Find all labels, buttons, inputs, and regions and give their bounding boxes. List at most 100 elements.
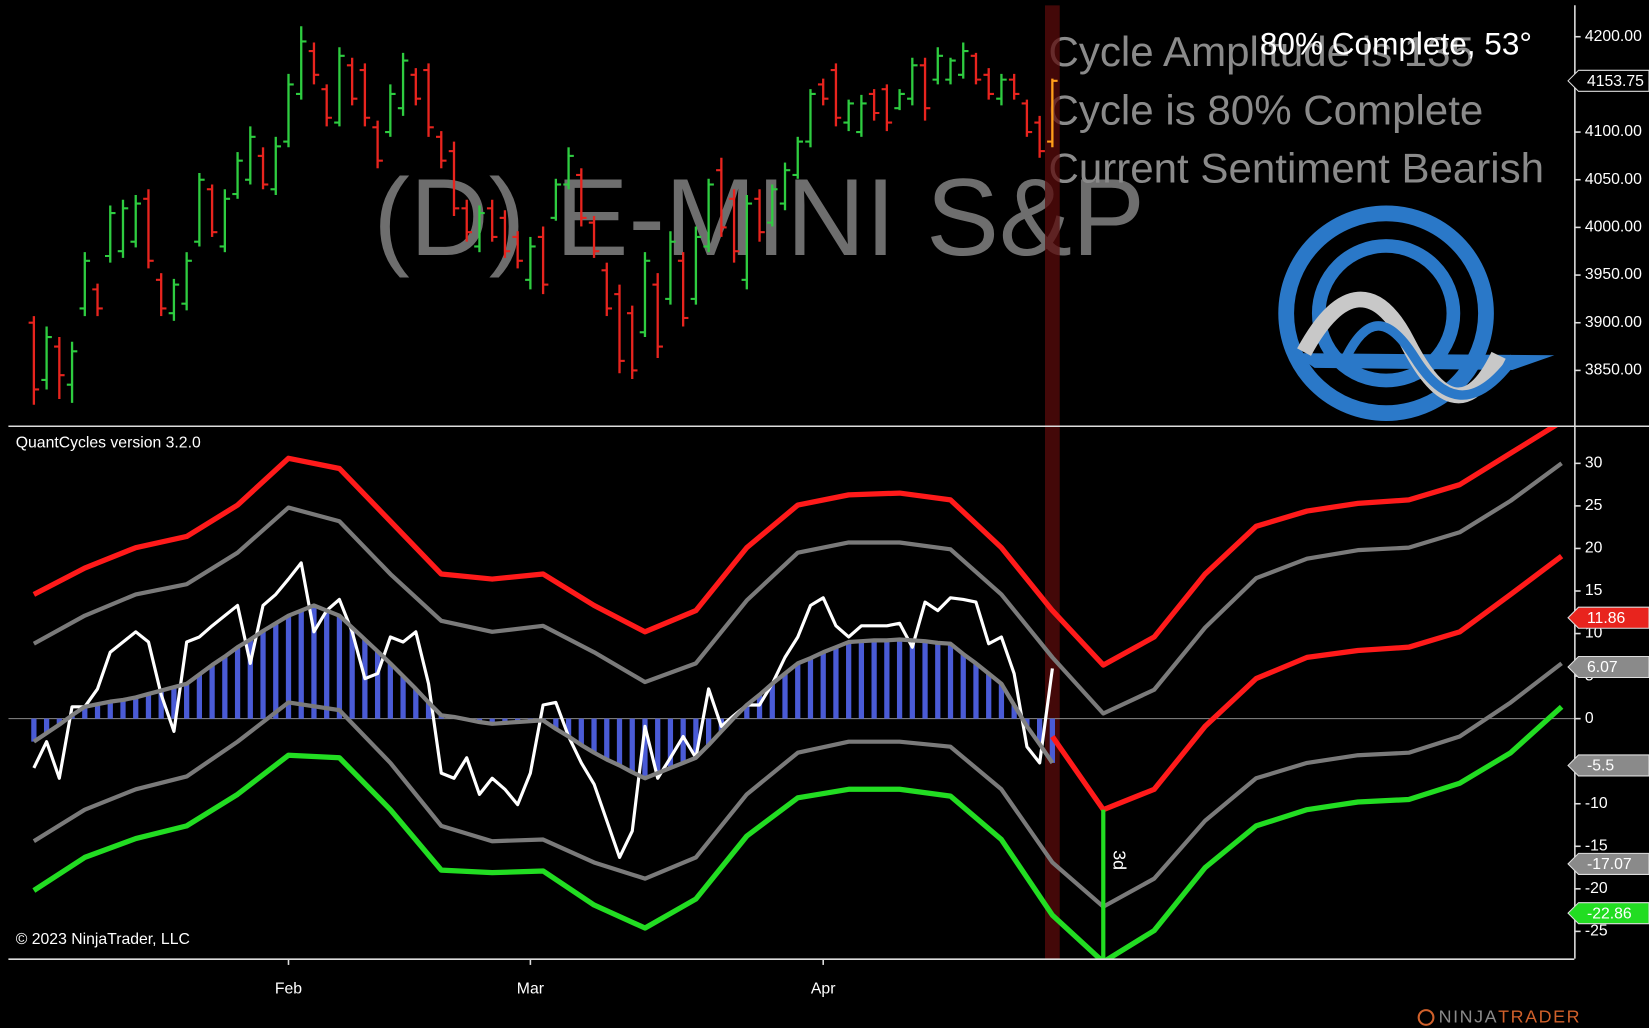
histogram-bar — [807, 658, 814, 719]
indicator-panel — [8, 426, 1575, 959]
histogram-bar — [578, 718, 584, 746]
smoothed-line — [32, 603, 1055, 781]
histogram-bar — [133, 697, 139, 719]
histogram-bar — [553, 718, 559, 729]
logo-ring — [1278, 205, 1494, 421]
value-marker-label: -5.5 — [1587, 758, 1614, 775]
histogram-bar — [616, 718, 623, 766]
price-panel — [28, 5, 1060, 426]
y-tick-label: 10 — [1585, 625, 1603, 642]
histogram-bar — [324, 610, 330, 719]
histogram-bar — [158, 690, 164, 719]
brand: NINJATRADER — [1439, 1006, 1581, 1026]
histogram-bar — [285, 615, 292, 719]
histogram-bar — [756, 694, 763, 719]
histogram-bar — [311, 605, 317, 719]
y-tick-label: 3900.00 — [1585, 314, 1642, 331]
histogram-bar — [896, 639, 903, 719]
y-tick-label: 4200.00 — [1585, 28, 1642, 45]
histogram-bar — [655, 718, 661, 774]
histogram-bar — [273, 623, 279, 719]
value-marker-label: -17.07 — [1587, 856, 1632, 873]
histogram-bar — [387, 663, 393, 719]
histogram-bar — [909, 640, 915, 719]
histogram-bar — [400, 676, 406, 719]
copyright: © 2023 NinjaTrader, LLC — [16, 931, 190, 948]
value-marker-label: 4153.75 — [1587, 73, 1644, 90]
value-marker — [1567, 852, 1649, 875]
histogram-bar — [31, 718, 37, 742]
histogram-bar — [374, 651, 381, 719]
annotation: Cycle Amplitude is 135 — [1049, 28, 1474, 75]
value-marker-label: -22.86 — [1587, 905, 1632, 922]
value-marker-label: 6.07 — [1587, 659, 1618, 676]
cycle-low-label: 3d — [1109, 850, 1129, 870]
histogram-bar — [591, 718, 597, 753]
histogram-bar — [960, 653, 966, 719]
y-tick-label: 3850.00 — [1585, 362, 1642, 379]
value-marker — [1567, 655, 1649, 679]
histogram-bar — [298, 610, 304, 719]
oscillator-line — [32, 561, 1054, 859]
band-line — [32, 461, 1563, 716]
histogram-bar — [705, 718, 712, 746]
histogram-bar — [260, 630, 266, 719]
histogram-bar — [820, 652, 826, 719]
y-tick-label: 20 — [1585, 540, 1603, 557]
histogram-bar — [120, 699, 126, 719]
histogram-bar — [642, 718, 648, 779]
histogram-bar — [56, 718, 62, 725]
histogram-bar — [629, 718, 635, 773]
histogram-bar — [234, 647, 241, 719]
x-tick-label: Mar — [517, 980, 544, 997]
current-bar-band — [1044, 426, 1060, 959]
histogram-bar — [43, 718, 50, 734]
value-marker — [1567, 902, 1649, 925]
brand-part: NINJA — [1439, 1006, 1498, 1026]
band-line — [32, 661, 1563, 909]
histogram-bar — [1036, 718, 1043, 745]
y-tick-label: -25 — [1585, 923, 1608, 940]
histogram-bar — [922, 641, 928, 719]
histogram-bar — [935, 642, 941, 719]
y-tick-label: 4050.00 — [1585, 171, 1642, 188]
histogram-bar — [247, 639, 253, 719]
histogram-bar — [336, 615, 343, 719]
histogram-bar — [349, 627, 355, 719]
x-tick-label: Apr — [811, 980, 836, 997]
histogram-bar — [884, 640, 890, 719]
value-marker — [1567, 606, 1649, 629]
histogram-bar — [489, 718, 495, 724]
histogram-bar — [680, 718, 686, 763]
histogram-bar — [107, 701, 113, 719]
over-layer: 80% Complete, 53° QuantCycles version 3.… — [8, 5, 1649, 1026]
y-tick-label: 0 — [1585, 710, 1594, 727]
y-tick-label: 30 — [1585, 455, 1603, 472]
y-tick-label: 4000.00 — [1585, 219, 1642, 236]
y-tick-label: -20 — [1585, 880, 1608, 897]
histogram-bar — [693, 718, 699, 758]
histogram-bar — [82, 706, 88, 719]
brand-icon — [1417, 1009, 1435, 1026]
histogram-bar — [871, 640, 877, 719]
histogram-bar — [196, 674, 203, 719]
y-tick-label: -15 — [1585, 837, 1608, 854]
value-marker — [1567, 69, 1649, 92]
histogram-bar — [769, 683, 775, 719]
histogram-bar — [986, 673, 992, 719]
histogram-bar — [425, 702, 432, 719]
brand-part: TRADER — [1498, 1006, 1581, 1026]
band-line — [32, 704, 1564, 959]
histogram-bar — [998, 683, 1005, 719]
histogram-bar — [947, 643, 954, 719]
histogram-bar — [782, 673, 788, 719]
indicator-label: QuantCycles version 3.2.0 — [16, 435, 201, 452]
value-marker — [1567, 754, 1649, 777]
histogram-bar — [973, 663, 979, 719]
y-tick-label: 4100.00 — [1585, 123, 1642, 140]
y-tick-label: 25 — [1585, 497, 1603, 514]
y-tick-label: 3950.00 — [1585, 266, 1642, 283]
histogram-bar — [94, 704, 101, 719]
histogram-bar — [667, 718, 674, 769]
